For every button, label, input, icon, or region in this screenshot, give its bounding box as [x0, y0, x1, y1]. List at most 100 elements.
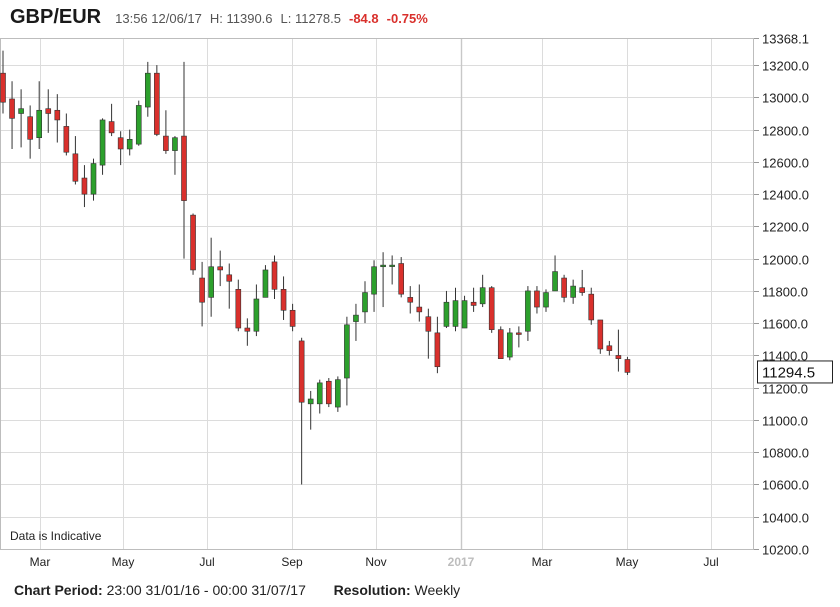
candle-body: [534, 290, 540, 308]
candle-down: [579, 269, 586, 296]
candle-body: [9, 98, 15, 119]
candle-body: [289, 309, 296, 327]
candle-body: [217, 266, 223, 271]
y-tick-label: 11000.0: [762, 414, 808, 429]
candle-body: [117, 137, 124, 150]
candle-down: [199, 261, 205, 327]
candle-down: [606, 340, 613, 356]
candle-body: [452, 300, 459, 327]
quote-datetime: 13:56 12/06/17: [115, 11, 202, 26]
candle-up: [253, 284, 260, 337]
candle-up: [335, 376, 341, 412]
candle-body: [99, 119, 106, 166]
y-tick-label: 10400.0: [762, 511, 809, 526]
candle-body: [579, 287, 586, 293]
x-tick-label: Jul: [703, 555, 718, 569]
chart-header: GBP/EUR 13:56 12/06/17 H: 11390.6 L: 112…: [10, 6, 436, 32]
candle-body: [570, 285, 576, 298]
y-tick-label: 12000.0: [762, 253, 809, 268]
candle-down: [244, 318, 251, 346]
candle-up: [479, 274, 486, 308]
candle-body: [461, 300, 468, 329]
candle-body: [588, 293, 595, 321]
candle-body: [561, 277, 567, 298]
candle-body: [145, 72, 151, 108]
candle-body: [45, 108, 52, 114]
session-low: L: 11278.5: [280, 11, 341, 26]
candle-down: [27, 105, 33, 159]
candle-body: [163, 135, 169, 151]
candle-up: [262, 265, 269, 298]
candle-up: [380, 252, 386, 308]
candle-down: [235, 279, 242, 332]
candle-body: [36, 109, 43, 138]
y-tick-label: 11400.0: [762, 349, 808, 364]
candle-up: [552, 255, 558, 292]
candle-body: [0, 72, 6, 103]
candle-body: [226, 274, 233, 282]
session-high: H: 11390.6: [209, 11, 273, 26]
candle-up: [461, 295, 468, 329]
candle-body: [280, 289, 287, 311]
candle-body: [615, 355, 622, 359]
x-tick-label: Jul: [199, 555, 214, 569]
candle-body: [470, 301, 477, 306]
candle-up: [316, 379, 323, 414]
y-tick-label: 10800.0: [762, 446, 809, 461]
grid-lines: [0, 38, 754, 550]
plot-area[interactable]: [0, 38, 754, 550]
candle-down: [217, 250, 223, 287]
candle-body: [27, 116, 33, 140]
candle-up: [344, 316, 350, 406]
candle-down: [163, 110, 169, 154]
candle-down: [63, 113, 70, 156]
candle-down: [488, 286, 495, 333]
candle-down: [325, 378, 332, 408]
x-tick-label: Nov: [365, 555, 386, 569]
last-price-label: 11294.5: [762, 364, 815, 381]
x-tick-label: May: [112, 555, 135, 569]
candle-body: [244, 327, 251, 332]
candle-up: [99, 118, 106, 175]
candle-body: [380, 264, 386, 268]
symbol-title: GBP/EUR: [10, 6, 102, 28]
candle-body: [316, 382, 323, 405]
candle-down: [588, 287, 595, 325]
candle-up: [353, 303, 359, 341]
candle-down: [181, 61, 187, 259]
chart-period-value: 23:00 31/01/16 - 00:00 31/07/17: [106, 582, 306, 598]
candle-body: [389, 264, 395, 267]
candle-up: [126, 129, 133, 156]
candle-up: [543, 289, 549, 312]
candle-down: [425, 308, 432, 359]
candle-down: [416, 284, 423, 322]
x-axis: Mar May Jul Sep Nov 2017 Mar May Jul: [30, 555, 719, 569]
x-tick-label: Sep: [281, 555, 303, 569]
candle-up: [135, 100, 142, 146]
candle-down: [72, 136, 79, 185]
candle-body: [362, 292, 368, 313]
candle-body: [398, 263, 405, 295]
candle-up: [452, 287, 459, 332]
candle-down: [289, 303, 296, 332]
candle-body: [154, 72, 160, 135]
candle-body: [371, 266, 377, 295]
candle-body: [416, 306, 423, 313]
candle-body: [63, 126, 70, 153]
candle-body: [488, 287, 495, 330]
candle-up: [371, 260, 377, 312]
candle-body: [181, 135, 187, 201]
x-tick-label: Mar: [532, 555, 553, 569]
candle-down: [117, 131, 124, 166]
candle-body: [479, 287, 486, 305]
candle-body: [190, 214, 196, 271]
candle-body: [108, 121, 115, 134]
candle-body: [298, 340, 305, 403]
candle-body: [262, 269, 269, 298]
price-change-percent: -0.75%: [386, 11, 428, 26]
resolution-label: Resolution:: [333, 582, 411, 598]
candle-body: [54, 109, 61, 121]
candle-body: [506, 332, 513, 358]
candle-down: [398, 257, 405, 298]
